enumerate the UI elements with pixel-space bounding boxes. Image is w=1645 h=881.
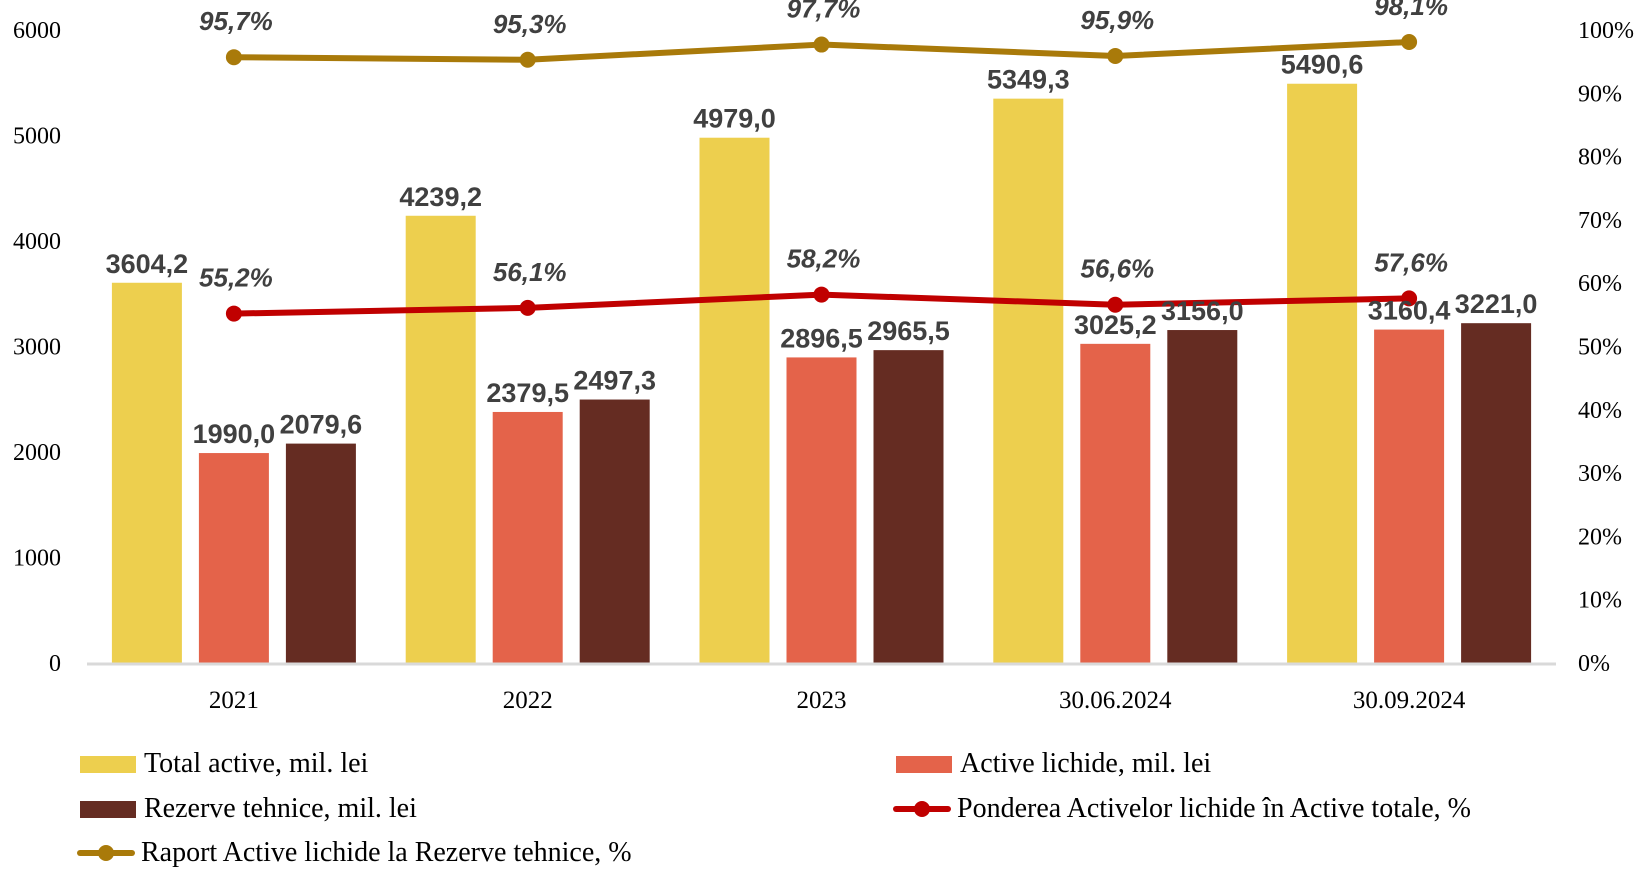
right-axis-tick-label: 30% (1578, 461, 1622, 487)
right-axis-tick-label: 100% (1578, 18, 1634, 44)
line-data-labels: 55,2% 56,1% 58,2% 56,6% 57,6% 95,7% 95,3% 97,7%… (199, 0, 1448, 293)
bar (579, 399, 650, 663)
bar-data-label: 2079,6 (280, 410, 363, 440)
legend-item-ponderea[interactable]: Ponderea Activelor lichide în Active tot… (893, 789, 1471, 829)
line-data-label: 56,6% (1080, 254, 1154, 284)
bar-data-label: 2965,5 (867, 316, 950, 346)
right-axis-tick-label: 60% (1578, 271, 1622, 297)
line-data-label: 58,2% (787, 244, 861, 274)
bar-series-group (111, 83, 1532, 663)
right-axis-tick-label: 80% (1578, 145, 1622, 171)
left-axis-tick-label: 0 (49, 651, 61, 677)
right-axis-tick-label: 20% (1578, 524, 1622, 550)
legend-swatch-rezerve-tehnice (80, 800, 136, 818)
line-data-label: 55,2% (199, 263, 273, 293)
bar (786, 357, 857, 663)
line-marker (1107, 47, 1124, 64)
legend-label: Raport Active lichide la Rezerve tehnice… (141, 837, 632, 868)
line-marker (225, 49, 242, 66)
x-axis-tick-label: 30.06.2024 (1059, 687, 1172, 714)
bar (873, 350, 944, 663)
bar-data-label: 2896,5 (780, 323, 863, 353)
left-axis-tick-label: 3000 (13, 335, 61, 361)
bar (1167, 330, 1238, 663)
right-axis-tick-label: 40% (1578, 398, 1622, 424)
bar-data-label: 2379,5 (486, 378, 569, 408)
line-data-label: 97,7% (787, 0, 861, 24)
bar (492, 411, 563, 663)
bar-data-label: 3156,0 (1161, 296, 1244, 326)
line-data-label: 57,6% (1374, 247, 1448, 277)
x-axis-tick-label: 2023 (797, 687, 847, 714)
legend-item-active-lichide[interactable]: Active lichide, mil. lei (896, 744, 1211, 784)
legend-label: Total active, mil. lei (144, 748, 369, 779)
left-axis: 0 1000 2000 3000 4000 5000 6000 (13, 18, 61, 677)
line-marker (813, 286, 830, 303)
legend-label: Active lichide, mil. lei (960, 748, 1212, 779)
bar-data-label: 3221,0 (1455, 289, 1538, 319)
bar (1080, 343, 1151, 663)
bar-data-label: 4239,2 (399, 182, 482, 212)
right-axis-tick-label: 70% (1578, 208, 1622, 234)
left-axis-tick-label: 5000 (13, 124, 61, 150)
line-marker (519, 299, 536, 316)
bar-data-label: 3604,2 (106, 249, 189, 279)
legend-item-total-active[interactable]: Total active, mil. lei (80, 744, 368, 784)
left-axis-tick-label: 4000 (13, 229, 61, 255)
legend-item-rezerve-tehnice[interactable]: Rezerve tehnice, mil. lei (80, 789, 417, 829)
bar (198, 453, 269, 663)
line-data-label: 95,9% (1080, 5, 1154, 35)
right-axis-tick-label: 0% (1578, 651, 1610, 677)
bar-data-label: 1990,0 (193, 419, 276, 449)
legend-item-raport[interactable]: Raport Active lichide la Rezerve tehnice… (77, 833, 632, 873)
right-axis-tick-label: 10% (1578, 588, 1622, 614)
bar (285, 443, 356, 663)
line-marker (519, 51, 536, 68)
bar (1461, 323, 1532, 663)
bar-data-label: 2497,3 (573, 366, 656, 396)
left-axis-tick-label: 1000 (13, 546, 61, 572)
left-axis-tick-label: 2000 (13, 440, 61, 466)
bar-data-label: 3160,4 (1368, 296, 1451, 326)
bar (111, 282, 182, 663)
line-data-label: 56,1% (493, 257, 567, 287)
right-axis-tick-label: 50% (1578, 335, 1622, 361)
bar (699, 137, 770, 663)
legend-swatch-active-lichide (896, 755, 952, 773)
bar (1374, 329, 1445, 663)
bar (405, 215, 476, 663)
x-axis-tick-label: 30.09.2024 (1353, 687, 1466, 714)
line-marker (1401, 290, 1418, 307)
bar-data-label: 5490,6 (1281, 50, 1364, 80)
right-axis-tick-label: 90% (1578, 81, 1622, 107)
line-data-label: 95,7% (199, 6, 273, 36)
bar-data-label: 5349,3 (987, 65, 1070, 95)
bar-data-label: 4979,0 (693, 104, 776, 134)
legend-label: Rezerve tehnice, mil. lei (144, 793, 417, 824)
bar (993, 98, 1064, 663)
legend-line-marker-icon (893, 799, 951, 819)
legend-label: Ponderea Activelor lichide în Active tot… (957, 793, 1471, 824)
x-axis-tick-label: 2022 (503, 687, 553, 714)
x-axis-tick-label: 2021 (209, 687, 259, 714)
left-axis-tick-label: 6000 (13, 18, 61, 44)
line-marker (225, 305, 242, 322)
line-marker (1401, 34, 1418, 51)
legend-swatch-total-active (80, 755, 136, 773)
line-marker (1107, 296, 1124, 313)
bar-data-label: 3025,2 (1074, 310, 1157, 340)
line-marker (813, 36, 830, 53)
bar-data-labels: 3604,2 4239,2 4979,0 5349,3 5490,6 1990,0 2379… (106, 50, 1538, 449)
legend-line-marker-icon (77, 843, 135, 863)
x-axis: 2021 2022 2023 30.06.2024 30.09.2024 (209, 687, 1466, 714)
line-series-group (225, 34, 1418, 322)
line-data-label: 98,1% (1374, 0, 1448, 21)
bar (1287, 83, 1358, 663)
line-data-label: 95,3% (493, 9, 567, 39)
right-axis: 0% 10% 20% 30% 40% 50% 60% 70% 80% 90% 100% (1578, 18, 1634, 677)
